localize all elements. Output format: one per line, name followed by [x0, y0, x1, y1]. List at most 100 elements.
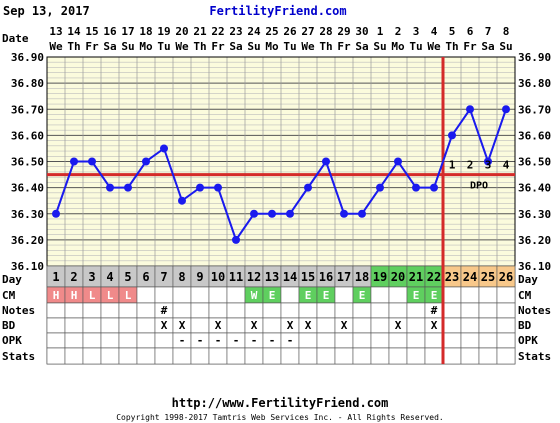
day-value: 9	[196, 270, 203, 284]
bd-cell	[460, 317, 480, 334]
bd-cell	[190, 317, 210, 334]
weekday-tick-label: We	[301, 40, 315, 53]
stats-row-label-right: Stats	[518, 350, 551, 363]
cm-value: E	[305, 289, 312, 302]
y-tick-label-left: 36.40	[11, 182, 44, 195]
cm-row-label-right: CM	[518, 289, 532, 302]
stats-cell	[280, 347, 300, 365]
bd-value: X	[395, 319, 402, 332]
date-tick-label: 25	[265, 25, 278, 38]
header-date: Sep 13, 2017	[3, 4, 90, 18]
day-row-label-right: Day	[518, 273, 538, 286]
temperature-point	[484, 157, 492, 166]
notes-cell	[208, 302, 228, 319]
bd-cell	[82, 317, 102, 334]
bd-value: X	[431, 319, 438, 332]
notes-cell	[136, 302, 156, 319]
weekday-tick-label: Mo	[265, 40, 279, 53]
stats-cell	[64, 347, 84, 365]
temperature-point	[106, 183, 114, 192]
weekday-tick-label: Su	[499, 40, 512, 53]
bd-cell	[370, 317, 390, 334]
notes-cell	[496, 302, 516, 319]
date-tick-label: 28	[319, 25, 332, 38]
notes-cell	[100, 302, 120, 319]
stats-cell	[100, 347, 120, 365]
date-tick-label: 18	[139, 25, 152, 38]
bd-cell	[406, 317, 426, 334]
weekday-tick-label: Sa	[103, 40, 116, 53]
stats-cell	[172, 347, 192, 365]
opk-value: -	[251, 334, 258, 347]
date-tick-label: 2	[395, 25, 402, 38]
opk-cell	[334, 332, 354, 349]
opk-cell	[46, 332, 66, 349]
day-value: 11	[229, 270, 243, 284]
day-value: 26	[499, 270, 513, 284]
cm-value: E	[359, 289, 366, 302]
weekday-tick-label: Sa	[481, 40, 494, 53]
notes-cell	[280, 302, 300, 319]
opk-cell	[388, 332, 408, 349]
day-value: 19	[373, 270, 387, 284]
stats-cell	[352, 347, 372, 365]
temperature-point	[286, 209, 294, 218]
cm-cell	[388, 286, 408, 304]
temperature-point	[322, 157, 330, 166]
opk-value: -	[287, 334, 294, 347]
date-tick-label: 26	[283, 25, 297, 38]
temperature-point	[466, 105, 474, 114]
notes-row-label-left: Notes	[2, 304, 35, 317]
dpo-number: 1	[449, 159, 456, 172]
day-value: 23	[445, 270, 459, 284]
weekday-tick-label: Th	[67, 40, 80, 53]
y-tick-label-left: 36.20	[11, 234, 44, 247]
notes-cell	[226, 302, 246, 319]
weekday-tick-label: Sa	[229, 40, 242, 53]
weekday-tick-label: Fr	[463, 40, 477, 53]
y-tick-label-right: 36.50	[518, 156, 551, 169]
footer-url[interactable]: http://www.FertilityFriend.com	[172, 396, 389, 410]
opk-cell	[100, 332, 120, 349]
cm-cell	[154, 286, 174, 304]
bd-value: X	[215, 319, 222, 332]
day-value: 3	[88, 270, 95, 284]
notes-cell	[298, 302, 318, 319]
date-tick-label: 30	[355, 25, 368, 38]
temperature-point	[358, 209, 366, 218]
cm-cell	[496, 286, 516, 304]
date-tick-label: 29	[337, 25, 350, 38]
opk-cell	[316, 332, 336, 349]
opk-value: -	[269, 334, 276, 347]
day-value: 5	[124, 270, 131, 284]
bd-value: X	[251, 319, 258, 332]
day-value: 25	[481, 270, 495, 284]
temperature-point	[448, 131, 456, 140]
header-site-link[interactable]: FertilityFriend.com	[209, 4, 346, 18]
temperature-point	[394, 157, 402, 166]
opk-cell	[82, 332, 102, 349]
date-tick-label: 15	[85, 25, 98, 38]
bd-cell	[136, 317, 156, 334]
day-value: 7	[160, 270, 167, 284]
day-value: 17	[337, 270, 351, 284]
cm-cell	[172, 286, 192, 304]
date-tick-label: 13	[49, 25, 62, 38]
cm-value: H	[71, 289, 78, 302]
day-value: 10	[211, 270, 225, 284]
temperature-point	[250, 209, 258, 218]
opk-value: -	[197, 334, 204, 347]
notes-cell	[370, 302, 390, 319]
temperature-point	[70, 157, 78, 166]
notes-cell	[244, 302, 264, 319]
notes-row-label-right: Notes	[518, 304, 551, 317]
y-tick-label-right: 36.30	[518, 208, 551, 221]
temperature-point	[340, 209, 348, 218]
y-tick-label-left: 36.50	[11, 156, 44, 169]
day-value: 8	[178, 270, 185, 284]
y-tick-label-left: 36.30	[11, 208, 44, 221]
bd-cell	[496, 317, 516, 334]
temperature-point	[214, 183, 222, 192]
dpo-number: 2	[467, 159, 474, 172]
